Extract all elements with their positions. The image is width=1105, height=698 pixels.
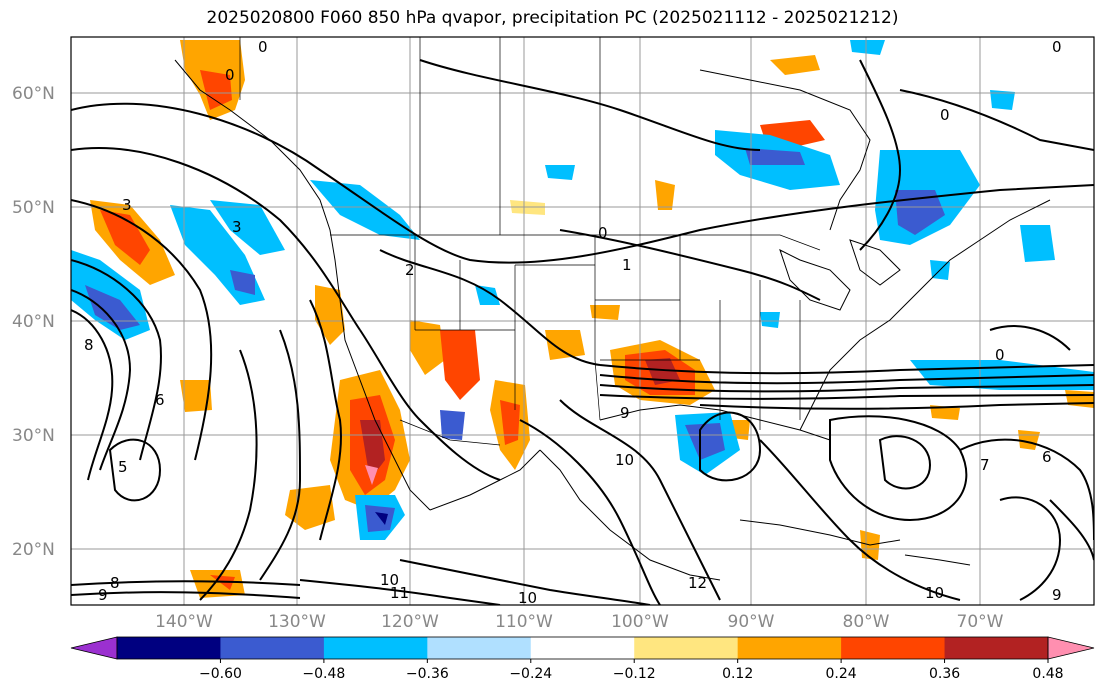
lon-label-80w: 80°W (843, 612, 890, 632)
colorbar-label: −0.12 (613, 666, 656, 682)
colorbar-frame (116, 636, 1049, 660)
political-borders (239, 37, 821, 446)
positive-precip-shading (90, 40, 1094, 598)
contour-label: 8 (84, 336, 94, 354)
lon-label-70w: 70°W (957, 612, 1004, 632)
colorbar-label: −0.24 (509, 666, 552, 682)
plot-frame (70, 36, 1095, 606)
contour-labels: 0 0 0 0 0 0 1 2 3 3 5 6 6 7 8 8 9 9 9 10… (84, 38, 1062, 607)
lon-label-140w: 140°W (155, 612, 213, 632)
colorbar-swatch (220, 637, 325, 659)
lon-label-90w: 90°W (728, 612, 775, 632)
contour-label: 12 (688, 574, 707, 592)
lon-label-120w: 120°W (381, 612, 439, 632)
qvapor-contours (71, 59, 1094, 605)
contour-label: 10 (518, 589, 537, 607)
contour-label: 10 (380, 571, 399, 589)
colorbar-label: −0.60 (199, 666, 242, 682)
contour-label: 0 (598, 224, 608, 242)
contour-label: 0 (225, 66, 235, 84)
colorbar-extend-high (1047, 636, 1095, 660)
longitude-labels: 140°W 130°W 120°W 110°W 100°W 90°W 80°W … (155, 612, 1004, 632)
colorbar-swatch (737, 637, 842, 659)
lat-label-50n: 50°N (12, 198, 55, 218)
lon-label-100w: 100°W (611, 612, 669, 632)
contour-label: 2 (405, 261, 415, 279)
colorbar-swatch (117, 637, 221, 659)
colorbar-label: 0.48 (1032, 666, 1063, 682)
colorbar: −0.60 −0.48 −0.36 −0.24 −0.12 0.12 0.24 0.36 0.4… (70, 636, 1095, 682)
contour-label: 3 (232, 218, 242, 236)
contour-label: 5 (118, 458, 128, 476)
colorbar-swatch (323, 637, 428, 659)
colorbar-extend-low (70, 636, 118, 660)
colorbar-label: −0.36 (406, 666, 449, 682)
contour-label: 0 (1052, 38, 1062, 56)
lon-label-110w: 110°W (495, 612, 553, 632)
lat-label-20n: 20°N (12, 540, 55, 560)
colorbar-label: 0.36 (929, 666, 960, 682)
colorbar-label: −0.48 (302, 666, 345, 682)
lat-label-40n: 40°N (12, 312, 55, 332)
colorbar-swatch (841, 637, 946, 659)
lat-label-60n: 60°N (12, 84, 55, 104)
colorbar-label: 0.24 (826, 666, 857, 682)
contour-label: 0 (940, 106, 950, 124)
contour-label: 6 (1042, 448, 1052, 466)
contour-label: 7 (980, 456, 990, 474)
contour-label: 11 (390, 584, 409, 602)
contour-label: 10 (925, 584, 944, 602)
colorbar-swatch (944, 637, 1049, 659)
contour-label: 6 (155, 391, 165, 409)
colorbar-swatch (530, 637, 635, 659)
colorbar-swatch (634, 637, 739, 659)
lat-label-30n: 30°N (12, 426, 55, 446)
lon-label-130w: 130°W (268, 612, 326, 632)
contour-label: 1 (622, 256, 632, 274)
contour-label: 9 (620, 404, 630, 422)
contour-label: 8 (110, 574, 120, 592)
latitude-labels: 60°N 50°N 40°N 30°N 20°N (12, 84, 55, 560)
lat-lon-grid (71, 37, 1094, 605)
contour-label: 9 (1052, 586, 1062, 604)
colorbar-label: 0.12 (722, 666, 753, 682)
map-title: 2025020800 F060 850 hPa qvapor, precipit… (206, 8, 899, 28)
contour-label: 0 (995, 346, 1005, 364)
contour-label: 10 (615, 451, 634, 469)
contour-label: 3 (122, 196, 132, 214)
contour-label: 0 (258, 38, 268, 56)
colorbar-swatch (427, 637, 532, 659)
contour-label: 9 (98, 586, 108, 604)
